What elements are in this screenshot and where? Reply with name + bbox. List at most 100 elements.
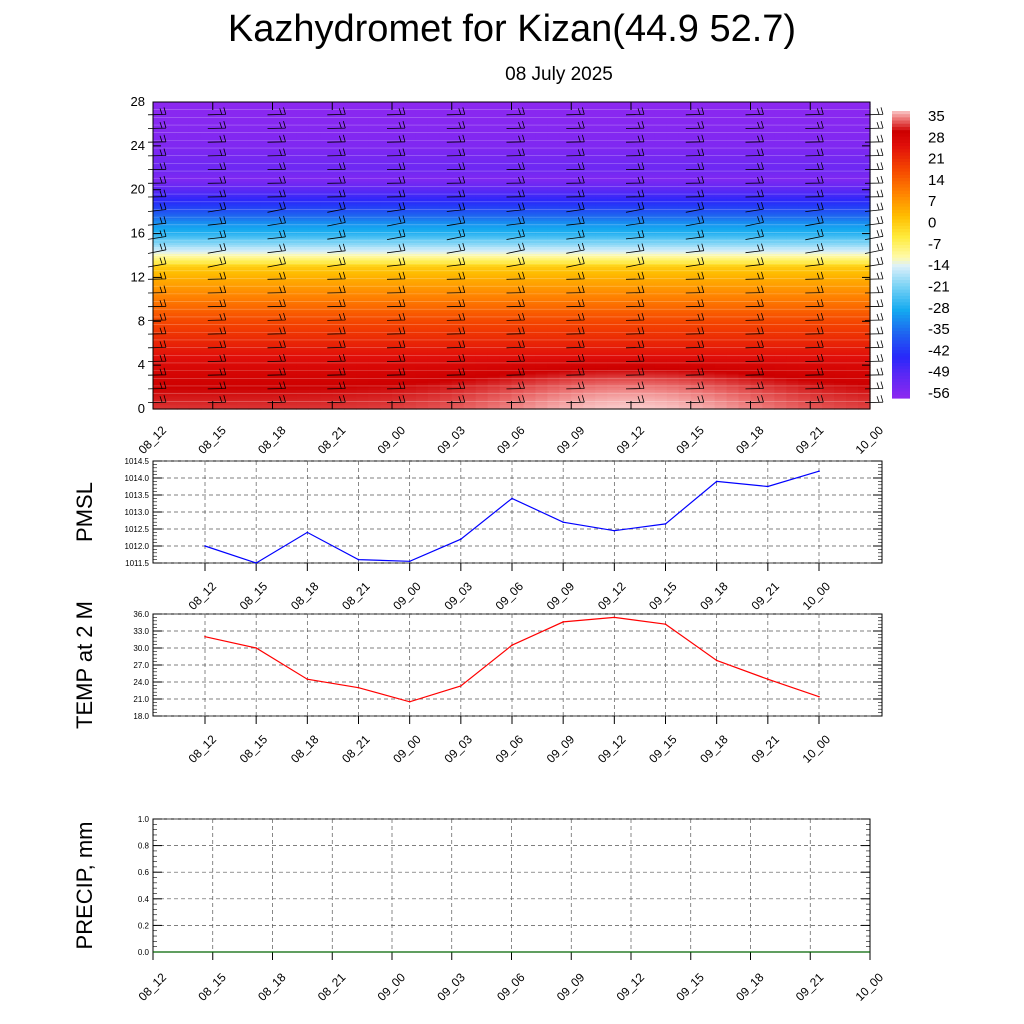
heat-cell [176,240,190,243]
heat-cell [236,301,250,305]
heat-cell [284,362,297,366]
heat-cell [666,358,680,362]
heat-cell [153,378,166,382]
heat-cell [583,400,596,404]
heat-cell [654,371,668,375]
heat-cell [631,292,644,296]
heat-cell [762,240,775,243]
heat-cell [547,330,560,333]
heat-cell [200,351,214,355]
heat-cell [392,244,405,248]
heat-cell [296,235,309,239]
heat-cell [583,349,596,353]
heat-cell [200,362,214,366]
heat-cell [415,373,429,377]
heat-cell [344,345,357,349]
heat-cell [344,262,357,265]
heat-cell [487,384,501,388]
heat-cell [380,402,393,406]
heat-cell [798,341,811,344]
heat-cell [595,244,608,248]
heat-cell [738,321,752,325]
heat-cell [164,347,178,351]
heat-cell [511,299,525,303]
heat-cell [332,253,345,257]
heat-cell [320,384,333,388]
heat-cell [260,398,274,401]
heat-cell [403,246,417,250]
heat-cell [368,292,381,296]
heat-cell [260,290,274,294]
heat-cell [607,288,620,292]
heat-cell [415,275,429,279]
heat-cell [427,229,441,232]
heat-cell [236,360,250,364]
heat-cell [631,257,644,261]
heat-cell [559,378,572,382]
heat-cell [153,334,166,338]
heat-cell [475,237,489,241]
heat-cell [714,351,728,355]
heat-cell [798,378,811,382]
heat-cell [248,398,262,401]
heat-cell [224,360,238,364]
heat-cell [499,297,513,300]
heat-cell [607,292,620,296]
heat-cell [619,235,632,239]
heat-cell [762,299,775,303]
heat-cell [595,393,608,397]
heat-cell [153,395,166,399]
heat-cell [571,281,584,285]
heat-cell [200,325,214,329]
heat-cell [344,237,357,241]
heat-cell [499,354,513,357]
heat-cell [714,321,728,325]
heat-cell [260,349,274,353]
heat-cell [463,347,477,351]
heat-cell [607,360,620,364]
heat-cell [439,264,453,268]
heat-cell [392,259,405,263]
heat-cell [296,257,309,261]
heat-cell [595,290,608,294]
heat-cell [451,297,465,300]
heat-cell [439,332,453,336]
heat-cell [415,341,429,344]
heat-cell [356,297,369,300]
heat-cell [368,244,381,248]
heat-cell [810,321,823,325]
heat-cell [392,246,405,250]
heat-cell [380,273,393,276]
heat-cell [248,327,262,331]
heat-cell [846,279,859,283]
heat-cell [607,382,620,386]
heat-cell [583,233,596,237]
heat-cell [750,341,764,344]
heat-cell [631,229,644,232]
heat-cell [200,343,214,346]
heat-cell [810,290,823,294]
heat-cell [260,389,274,393]
heat-cell [475,290,489,294]
heat-cell [308,351,321,355]
heat-cell [380,275,393,279]
heat-cell [535,237,548,241]
heat-cell [153,362,166,366]
heat-cell [678,259,692,263]
heat-cell [332,365,345,368]
heat-cell [822,373,835,377]
heat-cell [774,365,787,368]
heat-cell [523,345,536,349]
heat-cell [176,244,190,248]
heat-cell [499,233,513,237]
heat-cell [164,242,178,246]
heat-cell [750,286,764,289]
heat-cell [368,266,381,270]
heat-cell [475,235,489,239]
heat-cell [511,273,525,276]
heat-cell [607,305,620,309]
heat-cell [619,294,632,298]
heat-cell [559,347,572,351]
heat-cell [260,373,274,377]
heat-cell [654,343,668,346]
